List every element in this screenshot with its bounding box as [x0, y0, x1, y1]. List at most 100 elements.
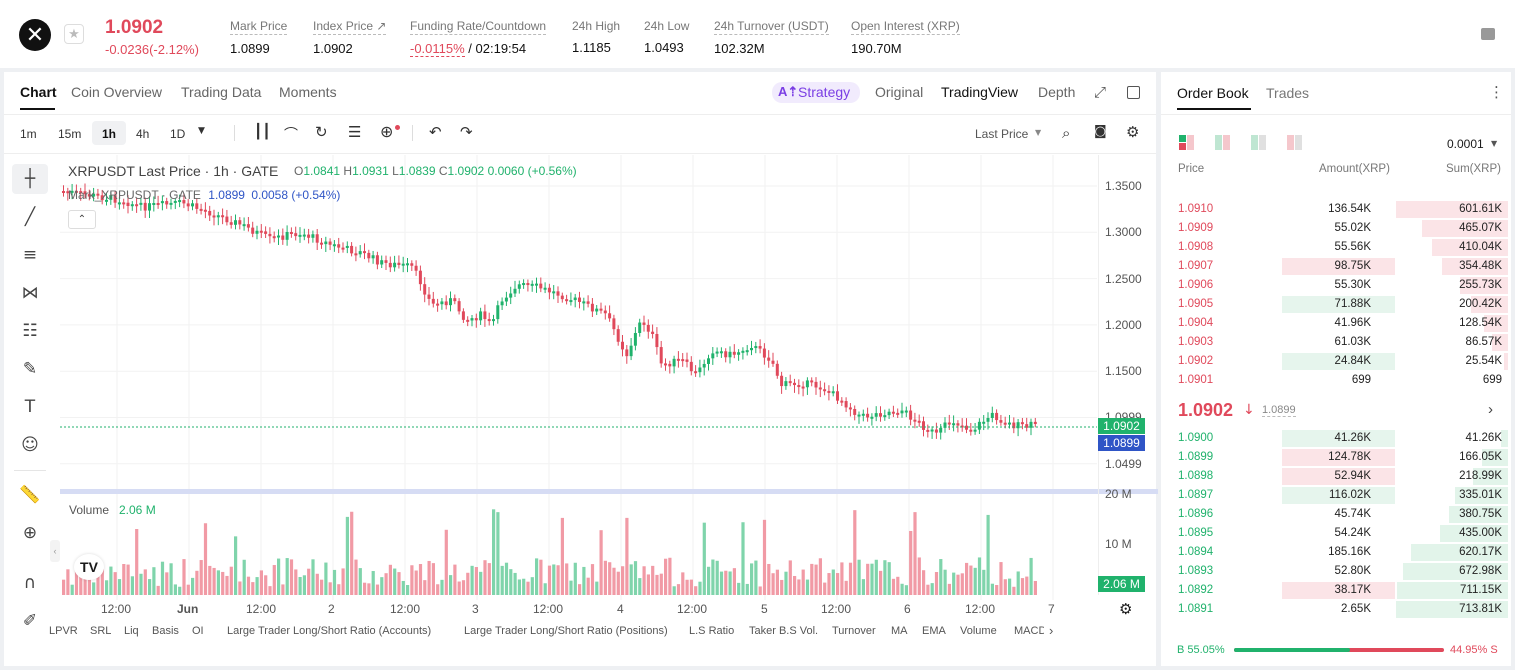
ask-row[interactable]: 1.0901 699 699: [1170, 371, 1508, 390]
ask-row[interactable]: 1.0905 71.88K 200.42K: [1170, 295, 1508, 314]
interval-dropdown-icon[interactable]: ▼: [198, 126, 205, 136]
book-icon[interactable]: [1481, 28, 1495, 40]
indicator-macd[interactable]: MACD: [1014, 625, 1044, 637]
indicator-liq[interactable]: Liq: [124, 625, 139, 637]
interval-1d[interactable]: 1D: [170, 127, 186, 141]
bid-row[interactable]: 1.0891 2.65K 713.81K: [1170, 600, 1508, 619]
camera-icon[interactable]: ◙: [1094, 124, 1107, 139]
row-price: 1.0901: [1178, 374, 1214, 386]
indicator-oi[interactable]: OI: [192, 625, 204, 637]
interval-15m[interactable]: 15m: [58, 127, 82, 141]
interval-4h[interactable]: 4h: [136, 127, 150, 141]
indicator-lpvr[interactable]: LPVR: [49, 625, 78, 637]
indicator-taker-vol[interactable]: Taker B.S Vol.: [749, 625, 819, 637]
ask-row[interactable]: 1.0903 61.03K 86.57K: [1170, 333, 1508, 352]
view-tradingview[interactable]: TradingView: [941, 84, 1019, 100]
stat-open-interest[interactable]: Open Interest (XRP) 190.70M: [851, 19, 960, 56]
precision-select[interactable]: 0.0001: [1447, 137, 1484, 151]
pattern-icon[interactable]: ⋈: [21, 283, 39, 303]
emoji-icon[interactable]: ☺: [21, 435, 39, 455]
tradingview-logo-icon[interactable]: TV: [74, 554, 104, 580]
brush-icon[interactable]: ✎: [22, 359, 38, 379]
stat-index-price[interactable]: Index Price ↗ 1.0902: [313, 19, 387, 56]
tab-coin-overview[interactable]: Coin Overview: [71, 84, 163, 100]
price-tick: 1.2500: [1105, 272, 1142, 286]
more-icon[interactable]: ⋮: [1489, 83, 1504, 101]
add-indicator-icon[interactable]: ⊕: [380, 122, 394, 141]
amount-depth-bar: [1282, 582, 1395, 599]
view-original[interactable]: Original: [875, 84, 924, 100]
bid-row[interactable]: 1.0897 116.02K 335.01K: [1170, 486, 1508, 505]
indicator-ma[interactable]: MA: [891, 625, 908, 637]
tab-chart[interactable]: Chart: [20, 84, 57, 100]
chevron-down-icon[interactable]: ▼: [1035, 128, 1042, 137]
bid-row[interactable]: 1.0898 52.94K 218.99K: [1170, 467, 1508, 486]
strategy-button[interactable]: A⇡ Strategy: [772, 82, 860, 103]
pencil-lock-icon[interactable]: ✐: [22, 611, 38, 631]
redo-icon[interactable]: ↷: [460, 123, 473, 141]
bid-row[interactable]: 1.0900 41.26K 41.26K: [1170, 429, 1508, 448]
replay-icon[interactable]: ↻: [315, 123, 328, 141]
crosshair-icon[interactable]: ┼: [12, 164, 48, 194]
bid-row[interactable]: 1.0893 52.80K 672.98K: [1170, 562, 1508, 581]
ask-row[interactable]: 1.0908 55.56K 410.04K: [1170, 238, 1508, 257]
stat-24h-turnover[interactable]: 24h Turnover (USDT) 102.32M: [714, 19, 829, 56]
indicator-basis[interactable]: Basis: [152, 625, 179, 637]
bid-row[interactable]: 1.0896 45.74K 380.75K: [1170, 505, 1508, 524]
indicator-volume[interactable]: Volume: [960, 625, 997, 637]
bid-row[interactable]: 1.0892 38.17K 711.15K: [1170, 581, 1508, 600]
view-bids-icon[interactable]: [1251, 135, 1267, 151]
stat-mark-price[interactable]: Mark Price 1.0899: [230, 19, 288, 56]
ask-row[interactable]: 1.0906 55.30K 255.73K: [1170, 276, 1508, 295]
indicator-ema[interactable]: EMA: [922, 625, 946, 637]
expand-icon[interactable]: ⤢: [1094, 83, 1107, 101]
tab-moments[interactable]: Moments: [279, 84, 337, 100]
indicator-turnover[interactable]: Turnover: [832, 625, 876, 637]
indicator-srl[interactable]: SRL: [90, 625, 112, 637]
ask-row[interactable]: 1.0904 41.96K 128.54K: [1170, 314, 1508, 333]
interval-1m[interactable]: 1m: [20, 127, 37, 141]
view-both-icon[interactable]: [1179, 135, 1195, 151]
magnet-icon[interactable]: ∩: [23, 573, 37, 593]
window-icon[interactable]: [1127, 86, 1140, 99]
indicator-ls-positions[interactable]: Large Trader Long/Short Ratio (Positions…: [464, 625, 668, 637]
indicator-ls-ratio[interactable]: L.S Ratio: [689, 625, 735, 637]
collapse-legend-button[interactable]: ⌃: [68, 210, 96, 229]
candle-type-icon[interactable]: ┃┃: [254, 124, 271, 140]
stat-funding-rate[interactable]: Funding Rate/Countdown -0.0115% / 02:19:…: [410, 19, 547, 57]
ask-row[interactable]: 1.0907 98.75K 354.48K: [1170, 257, 1508, 276]
ask-row[interactable]: 1.0909 55.02K 465.07K: [1170, 219, 1508, 238]
trend-line-icon[interactable]: ╱: [24, 207, 36, 227]
indicators-icon[interactable]: ⌒: [284, 127, 298, 143]
search-icon[interactable]: ⌕: [1062, 124, 1071, 142]
favorite-star-icon[interactable]: ★: [64, 24, 84, 44]
chart-settings-icon[interactable]: ⚙: [1119, 600, 1133, 618]
chevron-right-icon[interactable]: ›: [1488, 401, 1493, 418]
price-chart[interactable]: [60, 155, 1158, 600]
scroll-right-icon[interactable]: ›: [1049, 623, 1054, 638]
template-icon[interactable]: ☰: [348, 123, 362, 141]
price-type-select[interactable]: Last Price: [975, 127, 1029, 141]
zoom-in-icon[interactable]: ⊕: [22, 523, 38, 543]
gear-icon[interactable]: ⚙: [1126, 123, 1140, 141]
horizontal-lines-icon[interactable]: ≡: [22, 245, 38, 265]
precision-chevron-icon[interactable]: ▼: [1491, 139, 1498, 148]
tab-trading-data[interactable]: Trading Data: [181, 84, 262, 100]
view-sells-icon[interactable]: [1287, 135, 1303, 151]
ask-row[interactable]: 1.0902 24.84K 25.54K: [1170, 352, 1508, 371]
tab-trades[interactable]: Trades: [1266, 85, 1310, 101]
fib-icon[interactable]: ☷: [22, 321, 38, 341]
interval-1h[interactable]: 1h: [102, 127, 117, 141]
bid-row[interactable]: 1.0894 185.16K 620.17K: [1170, 543, 1508, 562]
view-depth[interactable]: Depth: [1038, 84, 1076, 100]
ruler-icon[interactable]: 📏: [19, 485, 41, 505]
tab-order-book[interactable]: Order Book: [1177, 85, 1249, 101]
ask-row[interactable]: 1.0910 136.54K 601.61K: [1170, 200, 1508, 219]
bid-row[interactable]: 1.0899 124.78K 166.05K: [1170, 448, 1508, 467]
indicator-ls-accounts[interactable]: Large Trader Long/Short Ratio (Accounts): [227, 625, 432, 637]
view-asks-icon[interactable]: [1215, 135, 1231, 151]
bid-row[interactable]: 1.0895 54.24K 435.00K: [1170, 524, 1508, 543]
undo-icon[interactable]: ↶: [429, 123, 442, 141]
collapse-toolbar-icon[interactable]: ‹: [50, 540, 60, 562]
text-tool-icon[interactable]: T: [24, 397, 36, 417]
